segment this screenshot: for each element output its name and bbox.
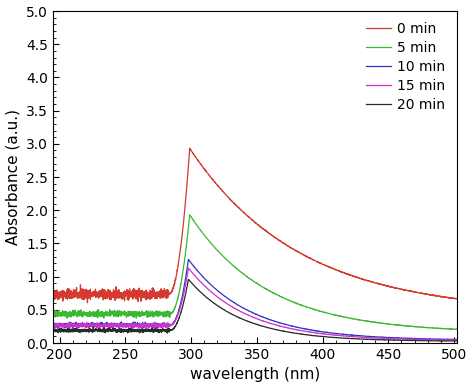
X-axis label: wavelength (nm): wavelength (nm)	[190, 367, 320, 383]
10 min	[260, 315, 265, 319]
20 min	[101, 330, 107, 334]
0 min	[85, 300, 90, 305]
Line: 20 min: 20 min	[53, 279, 457, 341]
15 min	[101, 322, 107, 327]
20 min	[220, 307, 226, 312]
0 min	[220, 190, 226, 194]
15 min	[260, 319, 265, 323]
Line: 5 min: 5 min	[53, 215, 457, 329]
15 min	[379, 336, 385, 341]
5 min	[187, 213, 193, 217]
5 min	[51, 308, 57, 313]
10 min	[51, 323, 57, 327]
Line: 0 min: 0 min	[53, 148, 457, 303]
5 min	[50, 311, 56, 316]
15 min	[454, 338, 460, 342]
5 min	[453, 327, 459, 332]
10 min	[379, 335, 385, 340]
20 min	[260, 324, 265, 328]
20 min	[51, 329, 57, 333]
20 min	[50, 327, 56, 332]
10 min	[422, 336, 428, 341]
0 min	[50, 291, 56, 296]
0 min	[260, 227, 265, 231]
10 min	[452, 337, 457, 342]
0 min	[187, 146, 193, 151]
0 min	[380, 282, 385, 287]
10 min	[185, 257, 191, 262]
0 min	[422, 292, 428, 296]
15 min	[220, 299, 226, 303]
0 min	[51, 290, 57, 295]
20 min	[453, 339, 459, 343]
15 min	[50, 323, 56, 328]
15 min	[422, 337, 428, 342]
5 min	[220, 254, 226, 259]
15 min	[453, 338, 459, 343]
15 min	[185, 266, 191, 270]
Line: 15 min: 15 min	[53, 268, 457, 340]
10 min	[101, 322, 107, 326]
Legend: 0 min, 5 min, 10 min, 15 min, 20 min: 0 min, 5 min, 10 min, 15 min, 20 min	[361, 18, 450, 116]
5 min	[101, 312, 107, 317]
0 min	[454, 296, 460, 301]
10 min	[454, 337, 460, 342]
20 min	[422, 338, 428, 343]
20 min	[185, 277, 191, 282]
5 min	[422, 325, 428, 330]
15 min	[51, 324, 57, 329]
10 min	[220, 293, 226, 298]
Y-axis label: Absorbance (a.u.): Absorbance (a.u.)	[6, 109, 20, 245]
5 min	[260, 284, 265, 289]
5 min	[454, 327, 460, 332]
20 min	[454, 339, 460, 343]
Line: 10 min: 10 min	[53, 260, 457, 340]
5 min	[379, 321, 385, 326]
10 min	[50, 324, 56, 328]
0 min	[101, 290, 107, 294]
20 min	[379, 338, 385, 342]
